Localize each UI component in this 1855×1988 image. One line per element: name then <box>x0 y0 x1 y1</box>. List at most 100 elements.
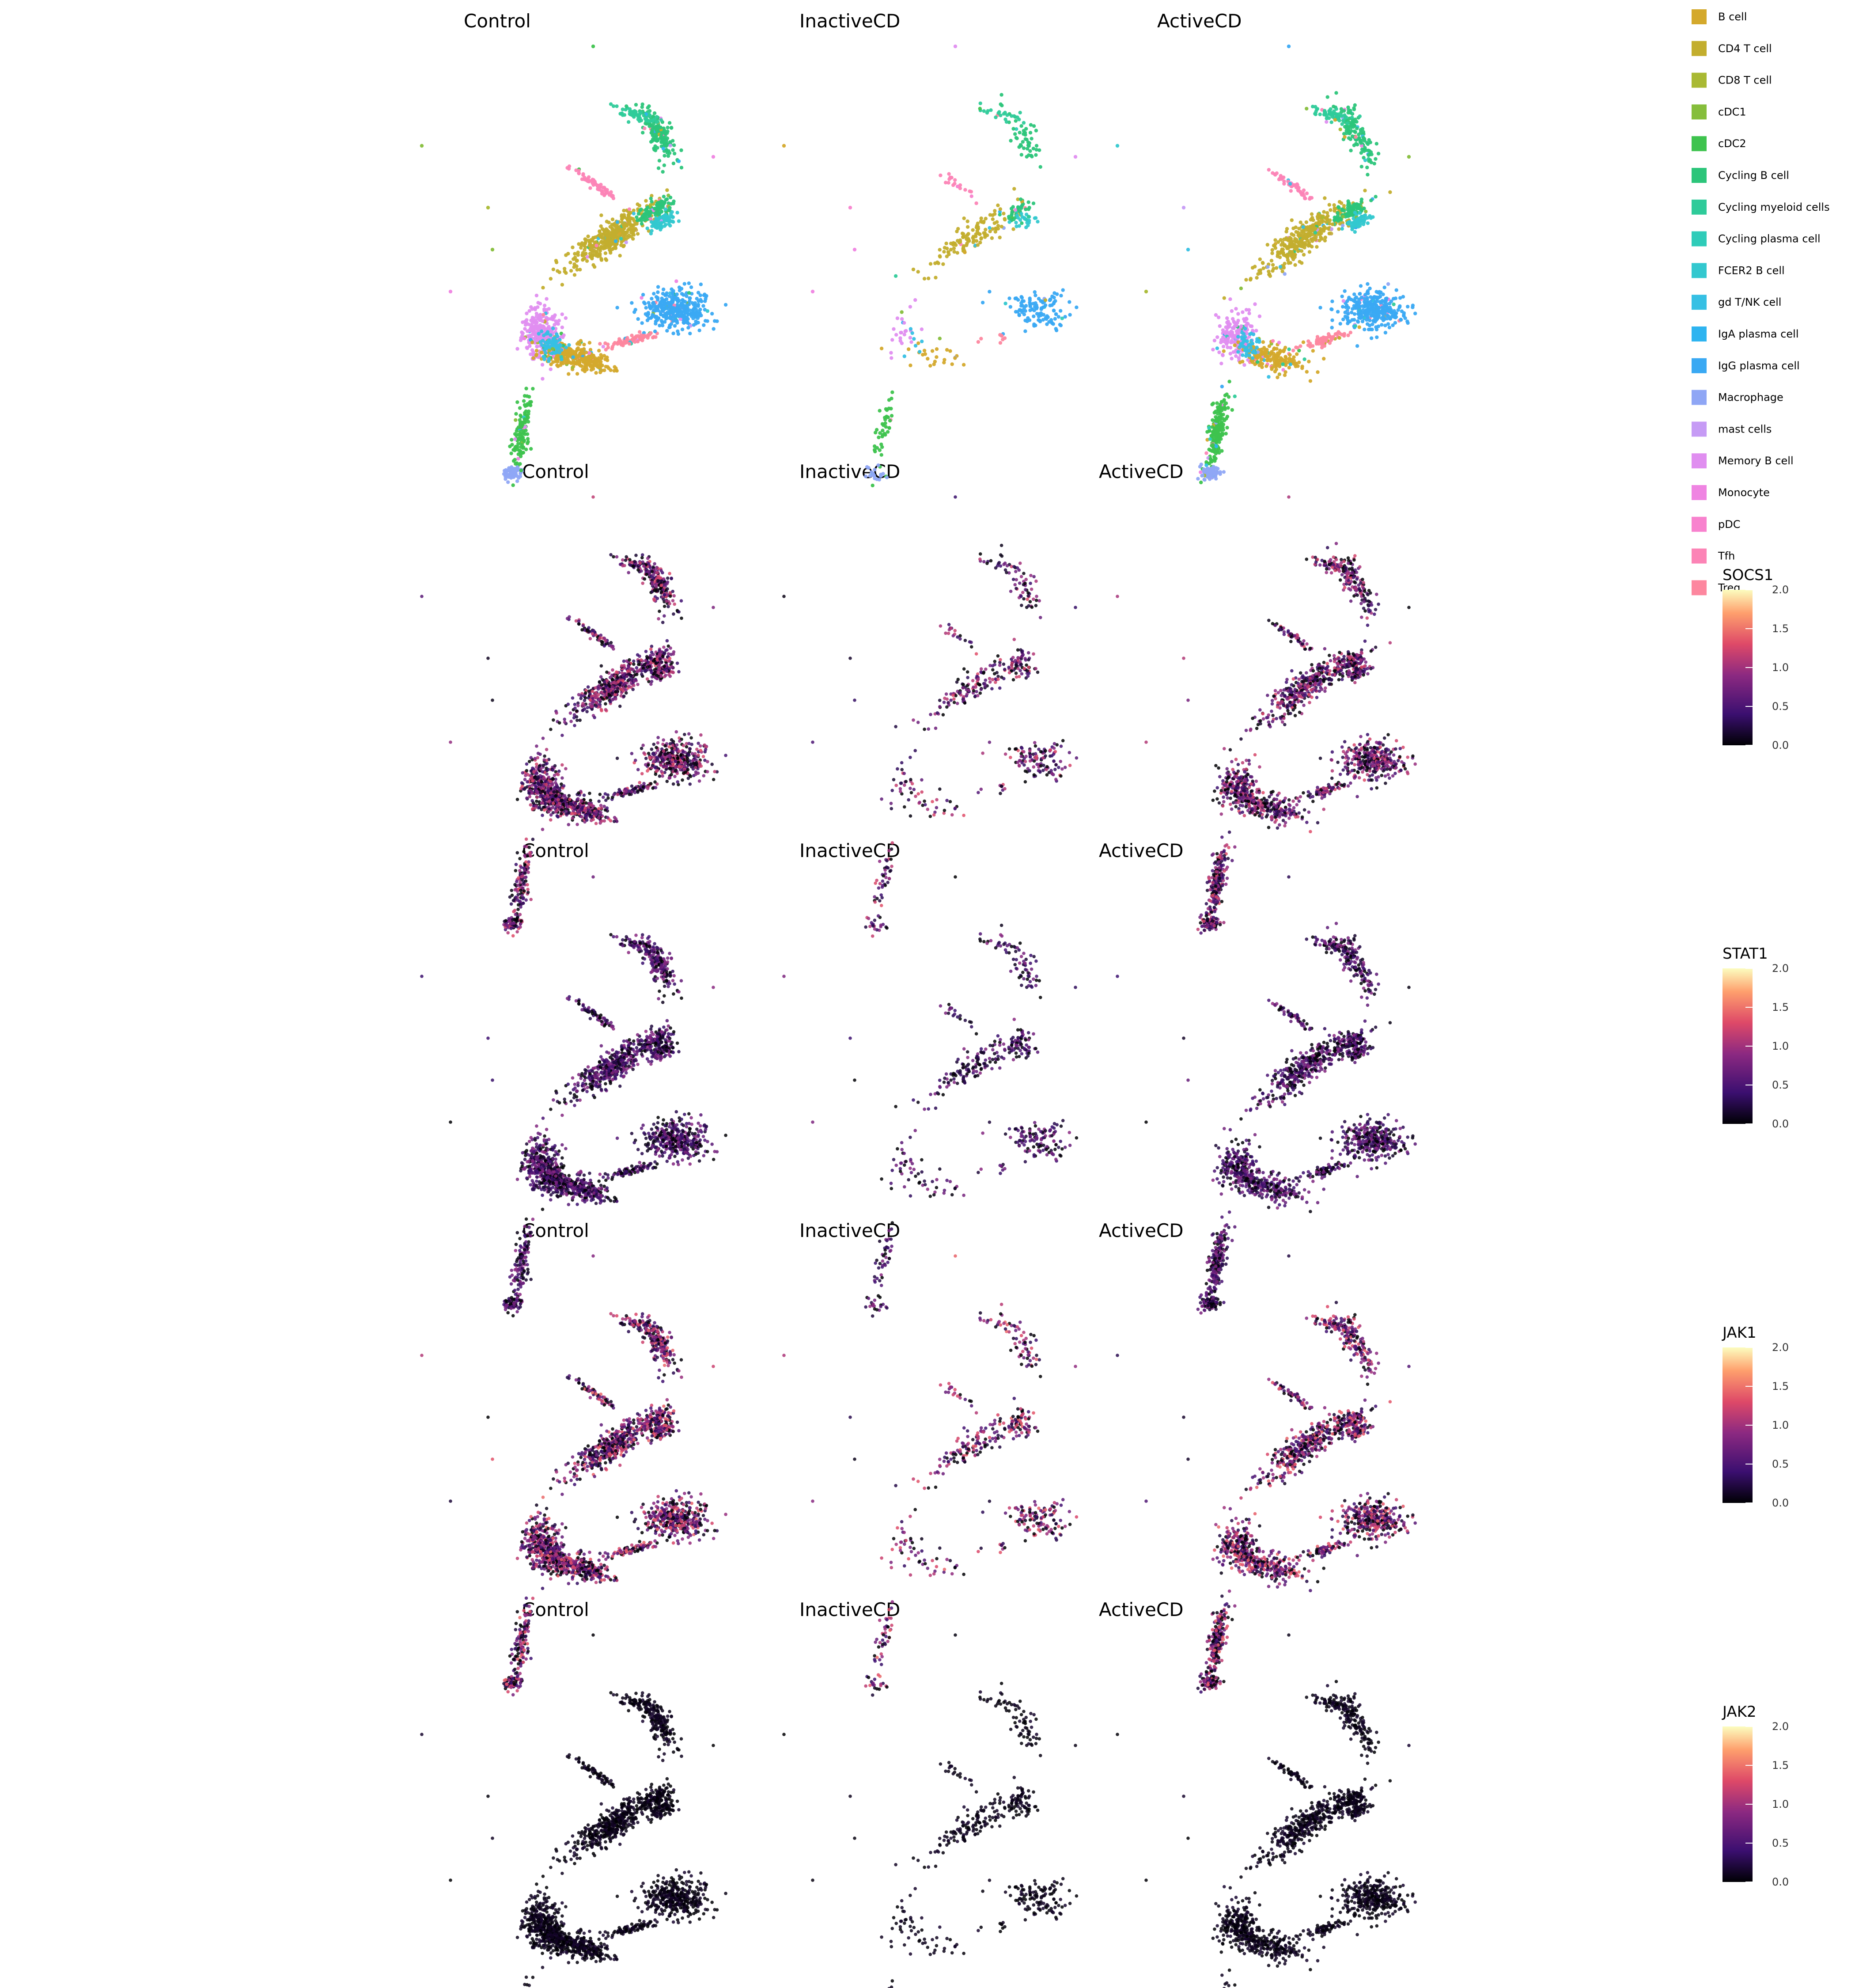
cell-point <box>874 431 878 435</box>
cell-point <box>549 333 553 337</box>
cell-point <box>673 602 676 606</box>
cell-point <box>1220 433 1225 437</box>
cell-point <box>613 239 618 243</box>
cell-point <box>643 577 647 581</box>
cell-point <box>879 453 883 457</box>
cell-point <box>650 119 654 123</box>
cell-point <box>675 292 679 296</box>
cell-point <box>538 340 542 344</box>
cell-point <box>1301 340 1306 344</box>
cell-point <box>1314 339 1319 343</box>
scatter-points <box>420 44 1417 1988</box>
cell-point <box>1313 231 1317 235</box>
cell-point <box>979 237 983 241</box>
cell-point <box>645 318 650 322</box>
cell-point <box>946 181 950 185</box>
cell-point <box>1024 304 1028 308</box>
cell-point <box>1306 339 1310 343</box>
cell-point <box>659 224 663 228</box>
cell-point <box>677 299 681 303</box>
cell-point <box>631 217 635 221</box>
cell-point <box>885 408 889 412</box>
cell-point <box>1263 354 1268 358</box>
cell-point <box>1270 251 1274 255</box>
cell-point <box>666 580 670 584</box>
cell-point <box>1364 209 1368 213</box>
cell-point <box>1050 321 1054 325</box>
cell-point <box>1355 319 1360 323</box>
title-row3-control: Control <box>522 840 589 861</box>
cell-point <box>965 241 969 246</box>
cell-point <box>695 296 699 301</box>
cell-point <box>962 363 966 367</box>
cell-point <box>1348 220 1352 224</box>
cell-point <box>679 166 684 170</box>
cell-point <box>541 286 545 290</box>
cell-point <box>529 403 533 407</box>
cell-point <box>945 254 949 258</box>
cell-point <box>1352 202 1356 207</box>
cell-point <box>627 234 631 238</box>
cell-point <box>999 93 1003 97</box>
cell-point <box>634 102 638 107</box>
cell-point <box>636 232 640 236</box>
cell-point <box>668 195 673 200</box>
cell-point <box>1394 315 1398 319</box>
cell-point <box>1363 139 1367 143</box>
cell-point <box>1054 327 1058 331</box>
cell-point <box>607 243 611 247</box>
cell-point <box>1357 305 1361 309</box>
cell-point <box>1032 314 1036 319</box>
cell-point <box>978 106 982 110</box>
cell-point <box>1346 105 1350 110</box>
cell-point <box>516 452 520 456</box>
cell-point <box>1343 135 1347 139</box>
cell-point <box>928 364 932 368</box>
cell-point <box>525 311 529 315</box>
cell-point <box>1290 218 1294 222</box>
cell-point <box>667 121 672 125</box>
cell-point <box>571 355 575 359</box>
cell-point <box>659 118 663 122</box>
cell-point <box>1039 313 1043 317</box>
cell-point <box>922 349 927 353</box>
cell-point <box>584 350 588 354</box>
cell-point <box>657 212 662 216</box>
cell-point <box>632 209 636 212</box>
cell-point <box>1341 299 1345 303</box>
cell-point <box>1218 425 1222 430</box>
cell-point <box>881 433 885 437</box>
cell-point <box>523 421 527 425</box>
cell-point <box>522 399 526 403</box>
cell-point <box>1003 118 1007 121</box>
cell-point <box>654 335 658 339</box>
cell-point <box>641 581 644 585</box>
cell-point <box>670 577 673 580</box>
cell-point <box>593 235 598 239</box>
cell-point <box>686 326 690 330</box>
cell-point <box>694 304 698 308</box>
cell-point <box>877 435 881 440</box>
cell-point <box>918 350 922 354</box>
cell-point <box>672 143 676 147</box>
cell-point <box>518 406 522 410</box>
cell-point <box>1358 292 1362 296</box>
cell-point <box>624 339 628 343</box>
cell-point <box>668 594 672 598</box>
cell-point <box>1059 309 1063 313</box>
cell-point <box>662 142 666 146</box>
cell-point <box>712 327 716 331</box>
cell-point <box>627 571 630 574</box>
cell-point <box>560 348 564 352</box>
cell-point <box>1291 257 1295 262</box>
cell-point <box>880 445 884 449</box>
cell-point <box>602 236 606 240</box>
cell-point <box>1075 305 1079 309</box>
cell-point <box>1360 315 1364 319</box>
cell-point <box>1202 469 1206 473</box>
cell-point <box>1308 196 1312 200</box>
cell-point <box>1233 324 1237 328</box>
cell-point <box>1249 324 1254 328</box>
cell-point <box>1013 132 1017 136</box>
cell-point <box>909 363 912 368</box>
